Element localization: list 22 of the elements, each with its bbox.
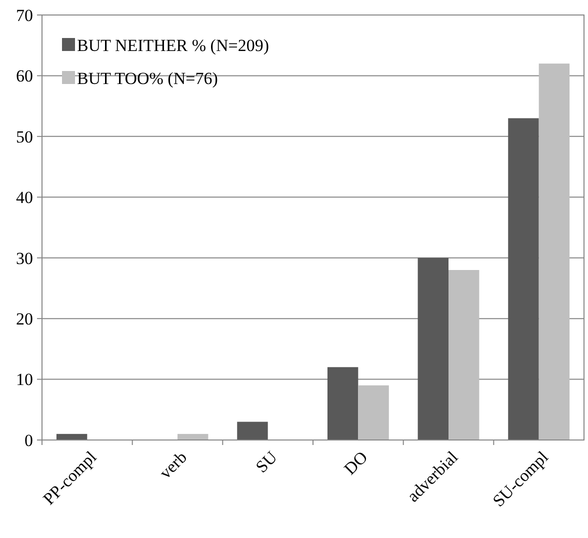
x-tick-label: SU xyxy=(252,448,281,476)
y-tick-label: 20 xyxy=(16,310,33,329)
bar xyxy=(358,385,389,440)
y-tick-label: 50 xyxy=(16,127,33,146)
bar xyxy=(327,367,358,440)
bar xyxy=(56,434,88,440)
legend-label: BUT NEITHER % (N=209) xyxy=(77,36,269,55)
x-tick-label: DO xyxy=(340,448,372,478)
bar xyxy=(538,64,570,440)
legend-label: BUT TOO% (N=76) xyxy=(77,68,218,88)
y-tick-label: 10 xyxy=(16,370,33,390)
bar xyxy=(237,422,268,440)
y-tick-label: 40 xyxy=(16,188,33,208)
y-tick-label: 70 xyxy=(16,6,33,25)
y-tick-label: 60 xyxy=(16,66,33,86)
bar xyxy=(418,258,448,440)
bar xyxy=(178,434,208,440)
bar xyxy=(448,270,480,440)
bar xyxy=(508,118,539,440)
y-tick-label: 30 xyxy=(16,248,33,268)
y-tick-label: 0 xyxy=(24,430,33,450)
x-tick-label: verb xyxy=(156,448,191,482)
